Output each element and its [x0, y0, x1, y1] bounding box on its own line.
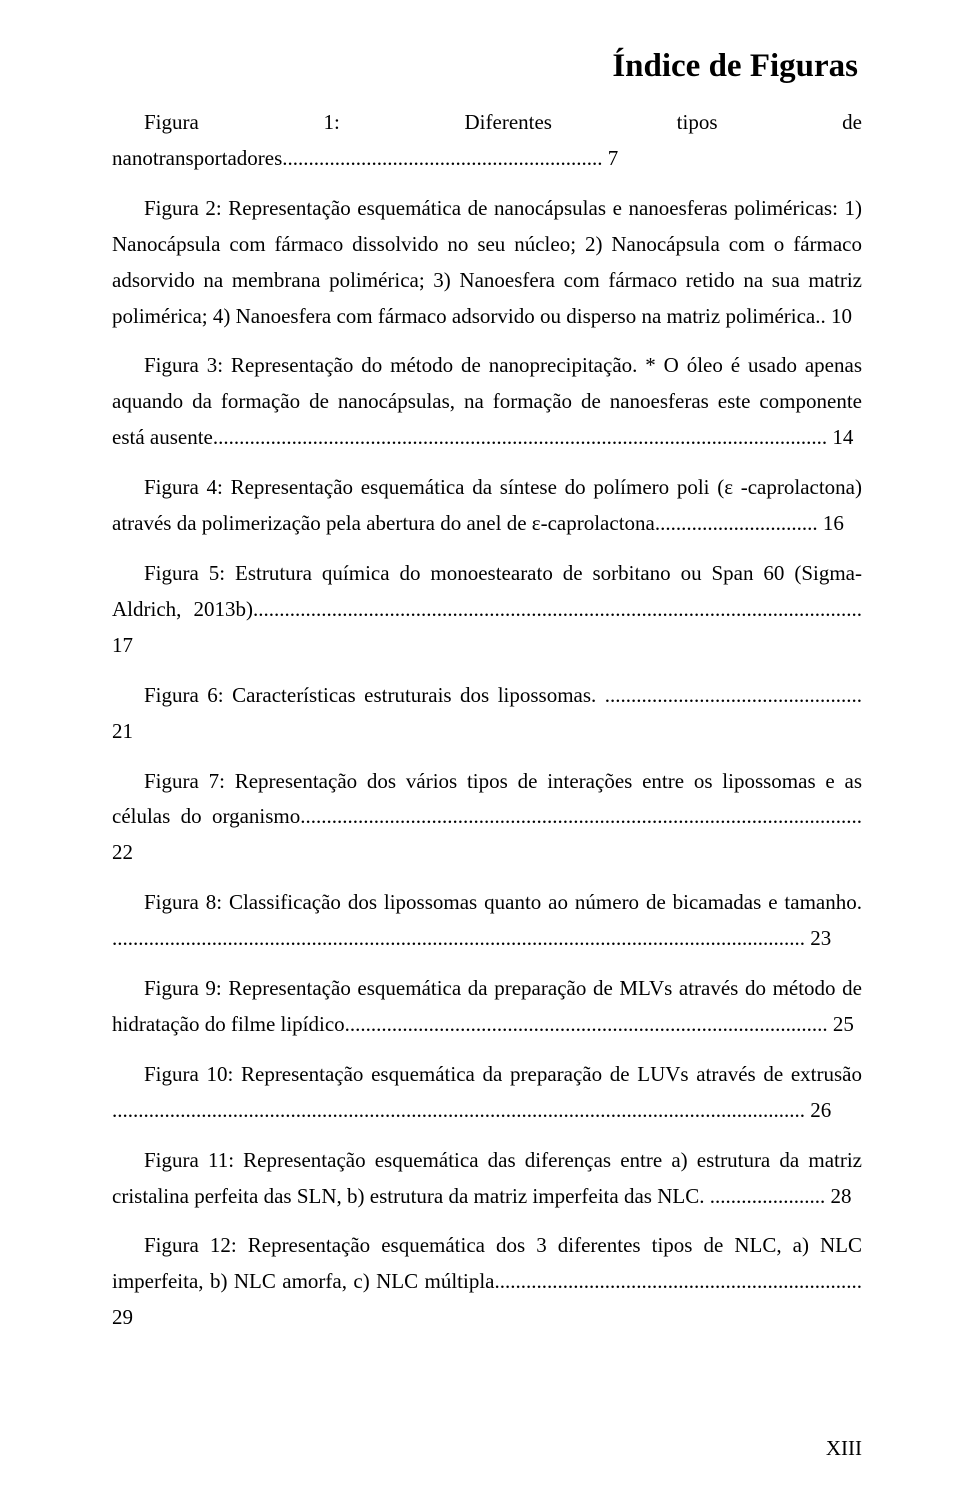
- leader-dots: ........................................…: [605, 683, 862, 707]
- entry-page: 21: [112, 719, 133, 743]
- figure-index-list: Figura 1: Diferentes tipos de nanotransp…: [112, 105, 862, 1336]
- index-entry: Figura 7: Representação dos vários tipos…: [112, 764, 862, 872]
- leader-dots: .: [820, 304, 831, 328]
- index-entry: Figura 12: Representação esquemática dos…: [112, 1228, 862, 1336]
- index-entry: Figura 10: Representação esquemática da …: [112, 1057, 862, 1129]
- leader-dots: ........................................…: [345, 1012, 833, 1036]
- leader-dots: ........................................…: [500, 1269, 862, 1293]
- page-number: XIII: [826, 1436, 862, 1461]
- leader-dots: ........................................…: [288, 146, 608, 170]
- leader-dots: ......................: [710, 1184, 831, 1208]
- index-entry: Figura 11: Representação esquemática das…: [112, 1143, 862, 1215]
- entry-page: 28: [830, 1184, 851, 1208]
- index-entry: Figura 1: Diferentes tipos de nanotransp…: [112, 105, 862, 177]
- index-entry: Figura 4: Representação esquemática da s…: [112, 470, 862, 542]
- entry-page: 14: [832, 425, 853, 449]
- entry-page: 22: [112, 840, 133, 864]
- entry-text: Figura 10: Representação esquemática da …: [144, 1062, 862, 1086]
- index-entry: Figura 2: Representação esquemática de n…: [112, 191, 862, 335]
- entry-text: Figura 2: Representação esquemática de n…: [112, 196, 862, 328]
- index-entry: Figura 5: Estrutura química do monoestea…: [112, 556, 862, 664]
- leader-dots: ........................................…: [258, 597, 862, 621]
- leader-dots: ...............................: [655, 511, 823, 535]
- index-entry: Figura 9: Representação esquemática da p…: [112, 971, 862, 1043]
- entry-page: 29: [112, 1305, 133, 1329]
- leader-dots: ........................................…: [218, 425, 832, 449]
- index-entry: Figura 8: Classificação dos lipossomas q…: [112, 885, 862, 957]
- entry-page: 16: [823, 511, 844, 535]
- leader-dots: ........................................…: [300, 804, 862, 828]
- index-entry: Figura 3: Representação do método de nan…: [112, 348, 862, 456]
- page-title: Índice de Figuras: [112, 48, 862, 85]
- entry-page: 23: [810, 926, 831, 950]
- entry-text: Figura 8: Classificação dos lipossomas q…: [144, 890, 862, 914]
- entry-page: 25: [833, 1012, 854, 1036]
- entry-page: 17: [112, 633, 133, 657]
- entry-text: Figura 6: Características estruturais do…: [144, 683, 605, 707]
- entry-page: 7: [608, 146, 619, 170]
- index-entry: Figura 6: Características estruturais do…: [112, 678, 862, 750]
- entry-page: 10: [831, 304, 852, 328]
- entry-page: 26: [810, 1098, 831, 1122]
- leader-dots: ........................................…: [112, 926, 810, 950]
- leader-dots: ........................................…: [112, 1098, 810, 1122]
